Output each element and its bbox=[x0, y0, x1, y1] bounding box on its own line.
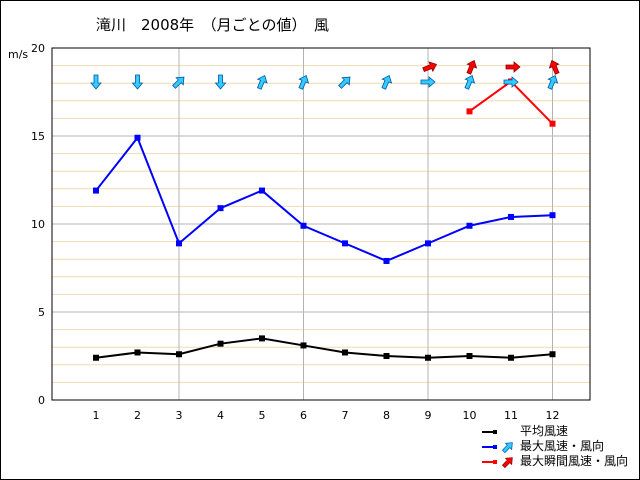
plot-border bbox=[51, 47, 591, 401]
data-point-1 bbox=[217, 205, 224, 212]
gust-direction-arrow bbox=[422, 61, 438, 73]
max-wind-direction-arrow-shape bbox=[420, 76, 436, 88]
data-point-1 bbox=[300, 222, 307, 229]
data-point-0 bbox=[93, 354, 99, 361]
y-axis-unit-label: m/s bbox=[8, 48, 29, 61]
legend-line-gust bbox=[482, 459, 497, 464]
legend-line-max bbox=[482, 444, 497, 449]
y-tick-label: 5 bbox=[38, 306, 45, 319]
max-wind-direction-arrow-shape bbox=[256, 74, 268, 90]
max-wind-direction-arrow-shape bbox=[214, 74, 227, 90]
max-wind-direction-arrow-shape bbox=[90, 74, 102, 90]
data-point-2 bbox=[466, 108, 473, 115]
data-point-0 bbox=[549, 351, 556, 358]
data-point-1 bbox=[549, 212, 556, 219]
x-tick-label: 5 bbox=[259, 409, 266, 422]
data-point-0 bbox=[466, 353, 473, 359]
chart-title: 滝川 2008年 （月ごとの値） 風 bbox=[96, 16, 330, 34]
legend-label-gust: 最大瞬間風速・風向 bbox=[520, 454, 629, 468]
max-wind-direction-arrow-shape bbox=[464, 74, 476, 90]
legend-line-mean bbox=[482, 429, 497, 434]
x-tick-label: 9 bbox=[425, 409, 432, 422]
x-tick-label: 12 bbox=[546, 409, 560, 422]
legend-item-mean: 平均風速 bbox=[482, 424, 628, 439]
data-point-1 bbox=[93, 187, 99, 194]
gust-direction-arrow bbox=[505, 61, 521, 73]
y-tick-label: 0 bbox=[38, 394, 45, 407]
max-wind-direction-arrow-shape bbox=[131, 74, 144, 90]
max-wind-direction-arrow bbox=[547, 74, 559, 90]
y-tick-label: 20 bbox=[31, 42, 45, 55]
legend-item-max: 最大風速・風向 bbox=[482, 439, 628, 454]
y-tick-label: 15 bbox=[31, 130, 45, 143]
data-point-1 bbox=[342, 240, 348, 247]
max-wind-direction-arrow bbox=[464, 74, 476, 90]
max-wind-direction-arrow-shape bbox=[381, 74, 393, 90]
data-point-0 bbox=[134, 349, 141, 356]
x-tick-label: 8 bbox=[383, 409, 390, 422]
legend-spacer bbox=[500, 425, 516, 439]
max-wind-direction-arrow-shape bbox=[338, 76, 351, 89]
series-line-1 bbox=[95, 135, 553, 263]
x-tick-label: 3 bbox=[176, 409, 183, 422]
data-point-1 bbox=[508, 213, 514, 220]
x-tick-label: 7 bbox=[342, 409, 349, 422]
x-tick-label: 2 bbox=[134, 409, 141, 422]
legend-label-mean: 平均風速 bbox=[520, 424, 569, 438]
max-wind-direction-arrow bbox=[90, 74, 102, 90]
data-point-0 bbox=[342, 349, 348, 356]
gust-direction-arrow bbox=[548, 59, 560, 75]
legend: 平均風速 最大風速・風向 最大瞬間風速・風向 bbox=[482, 424, 628, 469]
max-wind-direction-arrow bbox=[338, 76, 351, 89]
data-point-0 bbox=[217, 340, 224, 347]
x-tick-label: 11 bbox=[504, 409, 518, 422]
data-point-0 bbox=[508, 354, 514, 361]
data-point-1 bbox=[466, 222, 473, 229]
gust-direction-arrow-shape bbox=[548, 59, 560, 75]
x-tick-label: 1 bbox=[93, 409, 100, 422]
max-wind-direction-arrow-shape bbox=[172, 76, 185, 89]
x-tick-label: 4 bbox=[217, 409, 224, 422]
legend-item-gust: 最大瞬間風速・風向 bbox=[482, 454, 628, 469]
data-point-1 bbox=[259, 187, 265, 194]
arrow-icon bbox=[501, 456, 513, 468]
data-point-0 bbox=[300, 342, 307, 349]
max-wind-direction-arrow bbox=[298, 74, 310, 90]
gust-direction-arrow-shape bbox=[505, 61, 521, 73]
max-wind-direction-arrow-shape bbox=[503, 76, 519, 88]
max-wind-direction-arrow bbox=[420, 76, 436, 88]
y-tick-label: 10 bbox=[31, 218, 45, 231]
gust-direction-arrow-shape bbox=[422, 61, 438, 73]
x-tick-label: 10 bbox=[463, 409, 477, 422]
x-tick-label: 6 bbox=[300, 409, 307, 422]
max-wind-direction-arrow bbox=[172, 76, 185, 89]
series-line-0 bbox=[95, 337, 553, 359]
data-point-1 bbox=[425, 240, 431, 247]
data-point-0 bbox=[383, 353, 390, 359]
max-wind-direction-arrow bbox=[381, 74, 393, 90]
data-point-0 bbox=[425, 354, 431, 361]
max-wind-direction-arrow bbox=[131, 74, 144, 90]
data-point-1 bbox=[134, 134, 141, 141]
data-point-0 bbox=[259, 335, 265, 342]
data-point-1 bbox=[176, 240, 182, 247]
max-wind-direction-arrow-shape bbox=[298, 74, 310, 90]
data-point-1 bbox=[383, 257, 390, 264]
max-wind-direction-arrow-shape bbox=[547, 74, 559, 90]
max-wind-direction-arrow bbox=[256, 74, 268, 90]
max-wind-direction-arrow bbox=[503, 76, 519, 88]
gust-direction-arrow-shape bbox=[466, 59, 478, 75]
max-wind-direction-arrow bbox=[214, 74, 227, 90]
arrow-icon bbox=[501, 441, 513, 453]
data-point-2 bbox=[549, 120, 556, 127]
gust-direction-arrow bbox=[466, 59, 478, 75]
legend-label-max: 最大風速・風向 bbox=[520, 439, 605, 453]
data-point-0 bbox=[176, 351, 182, 358]
